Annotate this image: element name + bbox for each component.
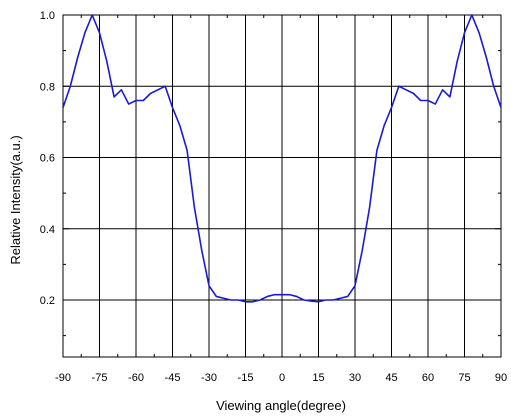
series-group (62, 14, 502, 303)
x-tick-label: -15 (238, 372, 254, 384)
x-tick-label: 15 (312, 372, 324, 384)
x-tick-label: 90 (495, 372, 507, 384)
x-tick-label: 0 (279, 372, 285, 384)
y-tick-label: 0.4 (40, 224, 55, 236)
x-tick-label: -60 (128, 372, 144, 384)
x-tick-label: 60 (422, 372, 434, 384)
x-axis-title: Viewing angle(degree) (216, 398, 346, 413)
y-axis-title: Relative Intensity(a.u.) (8, 135, 23, 264)
x-tick-label: 75 (458, 372, 470, 384)
series-line (62, 14, 502, 303)
x-tick-label: 30 (349, 372, 361, 384)
grid (63, 15, 501, 357)
x-tick-label: -30 (201, 372, 217, 384)
x-tick-label: -45 (165, 372, 181, 384)
x-tick-label: 45 (385, 372, 397, 384)
x-tick-label: -90 (55, 372, 71, 384)
y-tick-label: 0.8 (40, 81, 55, 93)
axis-ticks (62, 14, 502, 357)
y-tick-label: 0.6 (40, 153, 55, 165)
y-tick-label: 1.0 (40, 10, 55, 22)
tick-labels: -90 -75 -60 -45 -30 -15 0 15 30 45 60 75 90 0.2 0.4 0.6… (40, 10, 507, 384)
y-tick-label: 0.2 (40, 295, 55, 307)
x-tick-label: -75 (92, 372, 108, 384)
